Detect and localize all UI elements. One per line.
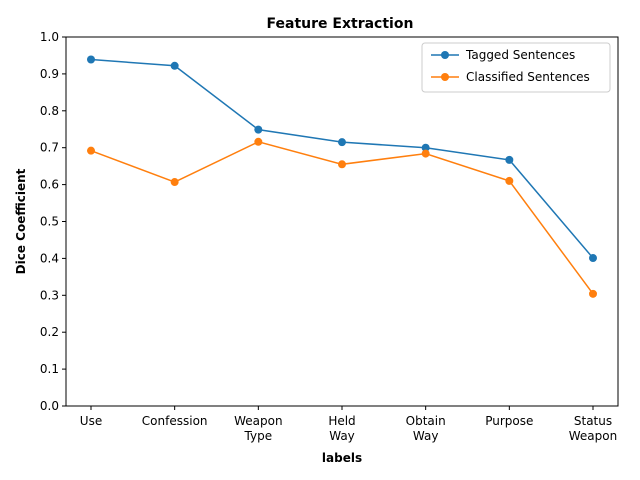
x-tick-label-line: Way [329,429,355,443]
x-tick-label: Purpose [485,414,533,428]
x-tick-label: Use [80,414,102,428]
x-tick-label-line: Way [413,429,439,443]
data-point [589,289,597,298]
y-tick-label: 0.2 [40,325,59,339]
x-tick-label-line: Held [328,414,355,428]
legend-box [421,42,611,93]
x-tick-label-line: Use [80,414,102,428]
data-point [338,138,346,147]
legend-label: Classified Sentences [466,70,590,84]
x-tick-label: Confession [142,414,208,428]
data-point [505,155,514,164]
x-tick-label-line: Weapon [234,414,282,428]
x-tick-label: Obtain Way [406,414,446,443]
data-point [589,254,597,263]
y-tick-label: 0.0 [40,399,59,413]
y-tick-label: 0.6 [40,178,59,192]
y-axis-title: Dice Coefficient [14,168,28,274]
legend: Tagged Sentences Classified Sentences [421,42,611,93]
legend-marker [441,51,449,59]
x-tick-label-line: Obtain [406,414,446,428]
data-point [338,160,346,169]
legend-marker [441,73,449,81]
data-point [421,143,430,152]
chart-title: Feature Extraction [267,16,414,32]
data-point [505,176,514,185]
data-point [254,137,263,146]
data-point [170,178,179,187]
x-tick-label-line: Status [574,414,612,428]
y-tick-label: 1.0 [40,30,59,44]
y-tick-label: 0.8 [40,104,59,118]
data-point [254,125,263,134]
y-tick-label: 0.1 [40,362,59,376]
x-tick-label: Status Weapon [569,414,617,443]
y-tick-label: 0.5 [40,215,59,229]
y-tick-label: 0.4 [40,251,59,265]
plot-area-frame [65,36,619,407]
series-0 [87,55,597,263]
series-layer [87,55,597,298]
y-tick-label: 0.3 [40,288,59,302]
x-tick-label-line: Weapon [569,429,617,443]
y-tick-label: 0.7 [40,141,59,155]
series-1 [87,137,597,298]
data-point [421,149,430,158]
y-tick-label: 0.9 [40,67,59,81]
data-point [170,61,179,70]
y-axis-ticks: 0.0 0.1 0.2 0.3 0.4 0.5 0.6 0.7 0.8 0.9 1.0 [40,30,66,413]
data-point [87,146,95,155]
x-axis-title: labels [322,451,362,465]
legend-label: Tagged Sentences [465,48,575,62]
x-tick-label-line: Type [244,429,273,443]
data-point [87,55,95,64]
x-tick-label: Held Way [328,414,355,443]
x-tick-label-line: Confession [142,414,208,428]
x-tick-label-line: Purpose [485,414,533,428]
x-tick-label: Weapon Type [234,414,282,443]
